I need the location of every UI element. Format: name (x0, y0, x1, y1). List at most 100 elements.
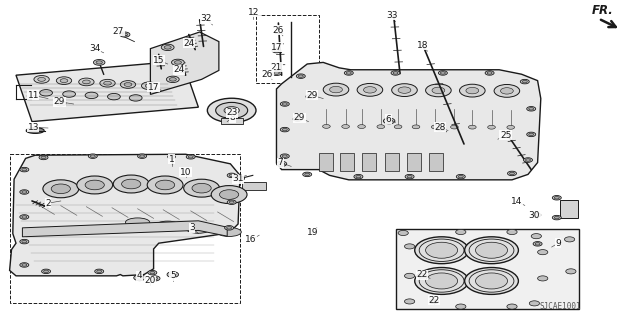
Circle shape (150, 276, 160, 281)
Circle shape (308, 95, 313, 98)
Text: 34: 34 (89, 44, 100, 53)
Circle shape (274, 49, 279, 52)
Circle shape (56, 77, 72, 84)
Circle shape (507, 304, 517, 309)
Text: 16: 16 (245, 236, 257, 244)
Circle shape (272, 48, 281, 53)
Circle shape (56, 101, 66, 106)
Ellipse shape (125, 218, 150, 227)
Text: 29: 29 (294, 113, 305, 122)
Circle shape (431, 125, 439, 129)
Circle shape (282, 128, 287, 131)
Bar (560, 200, 578, 218)
Circle shape (391, 71, 400, 75)
Circle shape (296, 74, 305, 78)
Circle shape (174, 60, 182, 64)
Circle shape (227, 173, 236, 178)
Text: SJCAE1001: SJCAE1001 (539, 302, 581, 311)
Circle shape (22, 264, 27, 266)
Circle shape (100, 79, 115, 87)
Circle shape (456, 304, 466, 309)
Circle shape (527, 107, 536, 111)
Circle shape (44, 270, 49, 273)
Circle shape (456, 174, 465, 179)
Circle shape (404, 273, 415, 278)
Circle shape (95, 269, 104, 274)
Circle shape (488, 125, 495, 129)
Circle shape (509, 172, 515, 175)
Circle shape (229, 174, 234, 177)
Circle shape (295, 118, 300, 120)
Text: FR.: FR. (591, 4, 613, 17)
Circle shape (432, 87, 445, 93)
Circle shape (323, 124, 330, 128)
Circle shape (458, 175, 463, 178)
Circle shape (404, 244, 415, 249)
Circle shape (524, 158, 532, 162)
Circle shape (306, 94, 315, 99)
Circle shape (58, 102, 63, 105)
Text: 9: 9 (556, 239, 561, 248)
Bar (256, 15, 319, 83)
Text: 4: 4 (137, 271, 142, 280)
Circle shape (487, 72, 492, 74)
Circle shape (108, 93, 120, 100)
Circle shape (93, 60, 105, 65)
Bar (429, 153, 443, 171)
Circle shape (364, 87, 376, 93)
Circle shape (85, 92, 98, 99)
Polygon shape (22, 221, 227, 237)
Circle shape (22, 216, 27, 218)
Ellipse shape (156, 221, 180, 230)
Circle shape (330, 86, 342, 93)
Circle shape (280, 127, 289, 132)
Text: 28: 28 (435, 123, 446, 132)
Bar (362, 153, 376, 171)
Circle shape (405, 174, 414, 179)
Circle shape (298, 75, 303, 77)
Circle shape (192, 183, 211, 193)
Text: 8: 8 (230, 113, 235, 122)
Text: 6: 6 (386, 115, 391, 124)
Circle shape (120, 32, 130, 37)
Circle shape (168, 155, 175, 159)
Text: 26: 26 (273, 26, 284, 35)
Circle shape (426, 84, 451, 97)
Circle shape (229, 201, 234, 204)
Circle shape (552, 196, 561, 200)
Text: 10: 10 (180, 168, 191, 177)
Circle shape (346, 72, 351, 74)
Circle shape (485, 71, 494, 75)
Circle shape (40, 90, 52, 96)
Text: 31: 31 (232, 174, 244, 183)
Text: 17: 17 (148, 83, 159, 92)
Circle shape (554, 216, 559, 219)
Circle shape (465, 268, 518, 294)
Text: 24: 24 (173, 65, 185, 74)
Text: 22: 22 (428, 296, 440, 305)
Circle shape (138, 154, 147, 158)
Circle shape (534, 214, 539, 216)
Circle shape (404, 299, 415, 304)
Ellipse shape (217, 228, 241, 236)
Circle shape (20, 167, 29, 172)
Circle shape (525, 159, 531, 161)
Text: 29: 29 (307, 91, 318, 100)
Text: 20: 20 (144, 276, 156, 285)
Circle shape (140, 155, 145, 157)
Circle shape (407, 175, 412, 178)
Circle shape (145, 84, 153, 88)
Text: 7: 7 (278, 158, 283, 167)
Circle shape (507, 229, 517, 235)
Circle shape (216, 102, 248, 118)
Circle shape (41, 156, 46, 159)
Circle shape (224, 107, 239, 114)
Circle shape (274, 72, 279, 74)
Circle shape (20, 215, 29, 219)
Polygon shape (150, 32, 219, 94)
Ellipse shape (26, 128, 44, 133)
Circle shape (529, 108, 534, 110)
Circle shape (398, 87, 411, 93)
Circle shape (529, 301, 540, 306)
Circle shape (122, 179, 141, 189)
